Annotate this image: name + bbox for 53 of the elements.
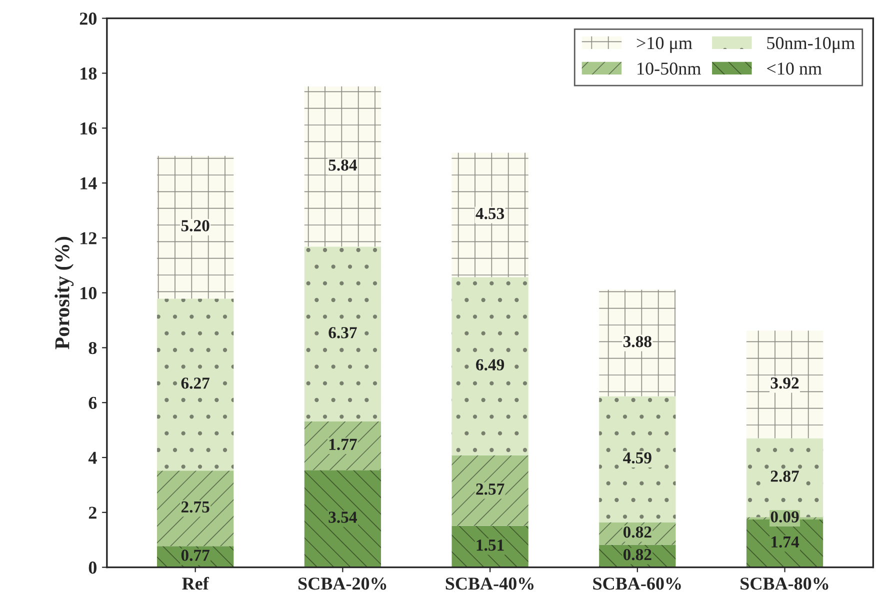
bar [157, 156, 234, 299]
bar [452, 152, 528, 278]
legend-label: >10 μm [636, 36, 692, 53]
y-axis-title: Porosity (%) [54, 236, 74, 350]
bar [746, 330, 824, 438]
data-label: 2.57 [476, 484, 504, 495]
y-tick-label: 6 [88, 396, 97, 410]
x-tick-label: SCBA-40% [446, 578, 534, 590]
legend-label: 50nm-10μm [767, 36, 855, 53]
y-tick-label: 14 [80, 177, 97, 190]
data-label: 2.75 [181, 501, 210, 513]
data-label: 2.87 [770, 470, 799, 482]
x-tick-label: SCBA-20% [298, 578, 386, 590]
x-tick-label: SCBA-60% [593, 578, 681, 590]
data-label: 4.59 [623, 452, 652, 464]
x-tick-label: Ref [182, 576, 210, 590]
data-label: 1.51 [476, 540, 504, 551]
bar [599, 396, 676, 522]
data-label: 4.53 [476, 208, 504, 220]
data-label: 3.88 [623, 336, 652, 348]
data-label: 0.77 [181, 550, 210, 561]
y-tick-label: 10 [80, 287, 97, 300]
bar [304, 246, 382, 422]
bar [452, 277, 528, 456]
y-tick-label: 20 [80, 12, 97, 25]
data-label: 3.54 [328, 512, 357, 523]
data-label: 6.49 [476, 359, 504, 370]
y-tick-label: 18 [80, 67, 97, 80]
x-tick-label: SCBA-80% [740, 578, 828, 590]
data-label: 5.84 [328, 159, 357, 171]
data-label: 0.82 [623, 548, 652, 560]
y-tick-label: 2 [88, 506, 96, 519]
y-tick-label: 8 [88, 342, 97, 354]
bar [157, 470, 234, 546]
data-label: 6.37 [328, 327, 357, 338]
data-label: 1.77 [329, 438, 357, 450]
legend-label: 10-50nm [638, 62, 701, 75]
bar [452, 455, 528, 526]
y-tick-label: 0 [88, 562, 97, 574]
data-label: 0.09 [770, 511, 799, 523]
bar [304, 86, 382, 247]
legend-label: <10 nm [767, 62, 822, 75]
bar [599, 290, 676, 396]
bar [304, 470, 382, 568]
y-tick-label: 16 [80, 122, 97, 135]
data-label: 3.92 [770, 377, 799, 389]
y-tick-label: 4 [88, 452, 97, 464]
data-label: 0.82 [623, 526, 652, 538]
y-tick-label: 12 [80, 232, 96, 244]
bar [157, 298, 234, 471]
data-label: 6.27 [181, 378, 210, 389]
data-label: 5.20 [181, 220, 210, 232]
data-label: 1.74 [772, 536, 800, 548]
